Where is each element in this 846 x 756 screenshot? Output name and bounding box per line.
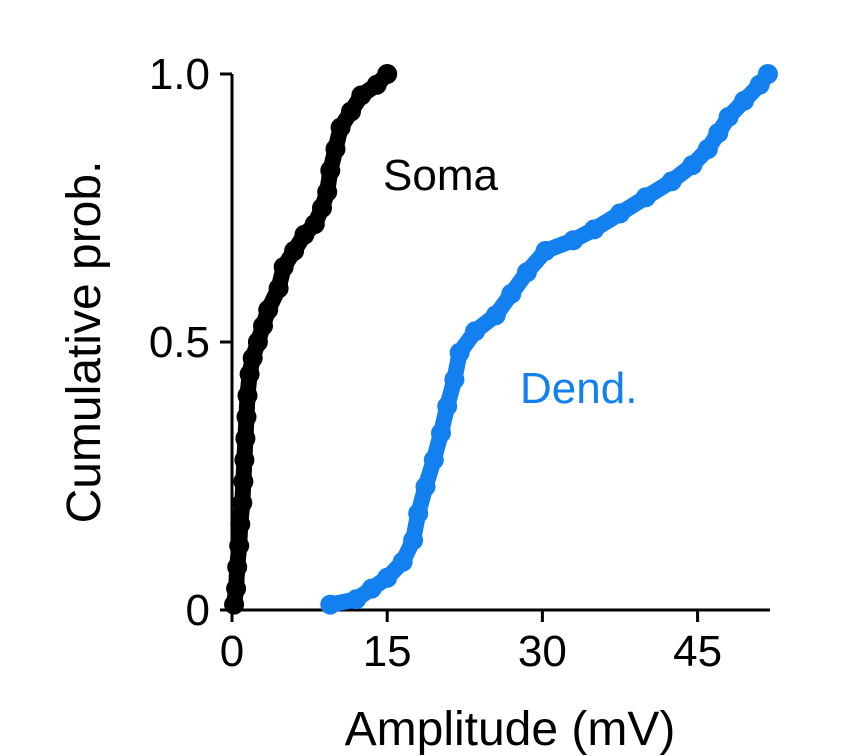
y-tick-label: 1.0 [149, 50, 210, 99]
data-point [330, 117, 351, 138]
data-point [235, 428, 256, 449]
data-point [408, 503, 429, 524]
data-point [224, 594, 245, 615]
data-point [320, 160, 341, 181]
data-point [325, 139, 346, 159]
data-point [341, 101, 361, 122]
data-point [234, 449, 255, 470]
ticks: 0 15 30 45 0 0.5 1.0 [149, 50, 722, 676]
data-point [392, 551, 413, 572]
data-point [233, 471, 254, 492]
data-point [247, 332, 268, 352]
data-point [708, 123, 729, 143]
data-point [377, 64, 398, 84]
data-point [718, 106, 739, 127]
data-point [273, 257, 294, 277]
data-point [351, 85, 372, 106]
data-point [237, 385, 258, 406]
x-axis-title: Amplitude (mV) [345, 703, 676, 756]
data-point [431, 423, 451, 444]
data-point [377, 567, 398, 588]
axes [230, 74, 770, 612]
series-label-dend: Dend. [520, 364, 637, 413]
data-point [635, 187, 656, 208]
data-point [444, 369, 465, 390]
data-point [227, 557, 248, 578]
data-point [516, 262, 537, 283]
data-point [682, 155, 703, 176]
data-point [661, 171, 682, 192]
series-dend [320, 64, 778, 615]
data-point [757, 64, 778, 84]
data-point [268, 278, 289, 299]
data-point [449, 342, 470, 363]
data-point [346, 589, 367, 610]
data-point [253, 315, 273, 336]
series-soma [224, 64, 398, 615]
data-point [563, 230, 584, 251]
data-point [415, 476, 436, 497]
x-tick-label: 15 [363, 627, 412, 676]
x-tick-label: 0 [220, 627, 244, 676]
data-point [229, 535, 250, 556]
data-point [501, 283, 522, 304]
data-point [465, 321, 486, 342]
series-layer [224, 64, 778, 615]
data-point [734, 90, 755, 111]
data-point [317, 181, 338, 202]
x-tick-label: 45 [673, 627, 722, 676]
data-point [403, 530, 424, 551]
data-point [239, 364, 260, 385]
data-point [610, 203, 630, 224]
data-point [236, 407, 257, 427]
data-point [242, 348, 263, 369]
series-label-soma: Soma [383, 151, 498, 200]
data-point [304, 214, 325, 235]
data-point [485, 305, 506, 326]
data-point [535, 240, 556, 261]
data-point [226, 578, 247, 599]
data-point [437, 396, 458, 417]
data-point [361, 578, 382, 599]
x-tick-label: 30 [518, 627, 567, 676]
y-axis-title: Cumulative prob. [58, 161, 111, 524]
data-point [584, 219, 605, 240]
data-point [312, 198, 332, 218]
data-point [232, 492, 253, 513]
data-point [230, 514, 251, 535]
data-point [284, 240, 305, 261]
data-point [258, 299, 279, 320]
data-point [320, 594, 341, 615]
data-point [697, 139, 718, 159]
data-point [423, 449, 444, 470]
y-tick-label: 0.5 [149, 318, 210, 367]
y-tick-label: 0 [186, 586, 210, 635]
